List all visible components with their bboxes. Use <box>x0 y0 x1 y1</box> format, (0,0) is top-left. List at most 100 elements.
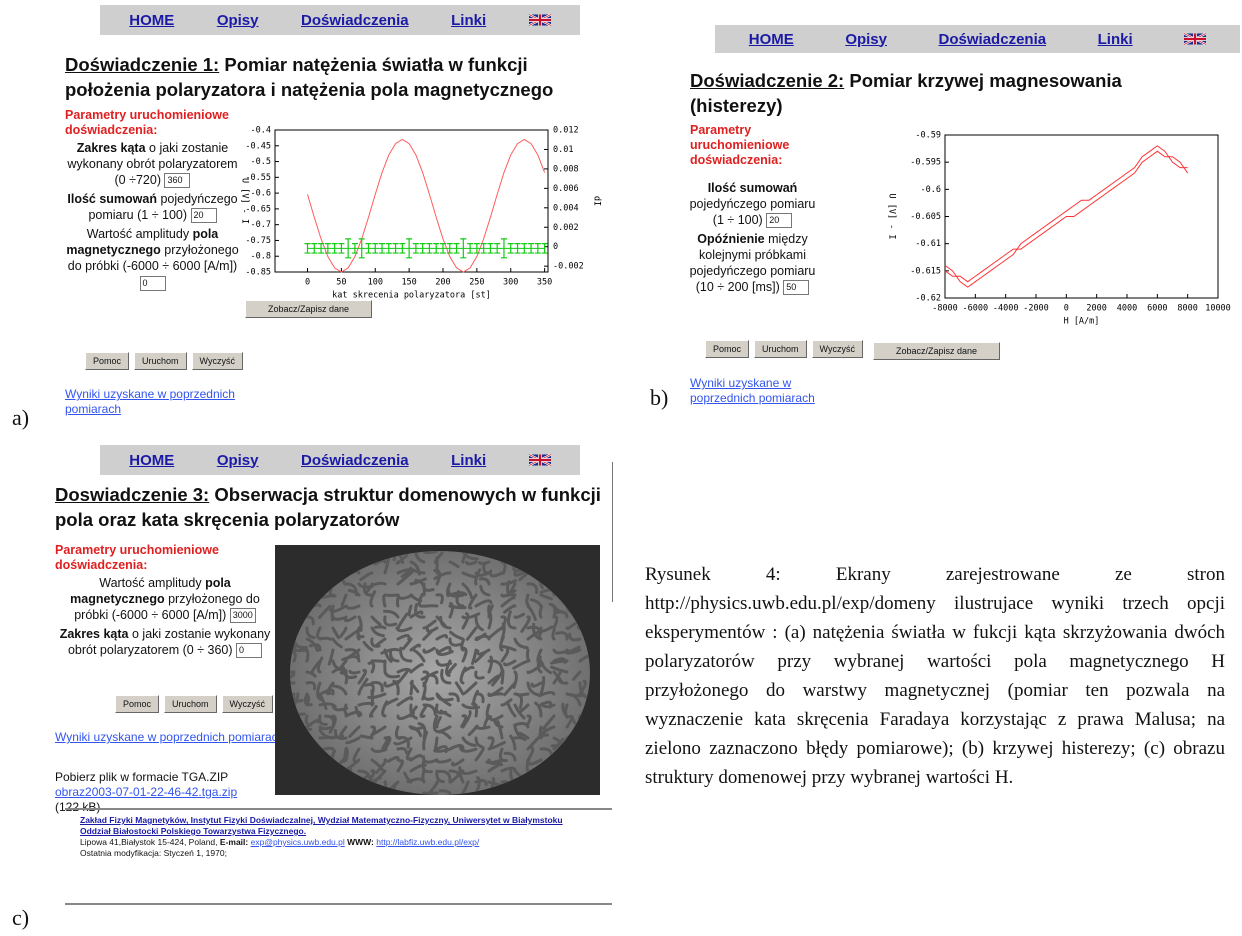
domain-stripe <box>527 760 529 771</box>
results-link[interactable]: Wyniki uzyskane w poprzednich pomiarach <box>55 730 285 745</box>
button[interactable]: Uruchom <box>754 340 807 358</box>
footer-text: E-mail: <box>220 837 248 847</box>
footer-line: Oddział Białostocki Polskiego Towarzystw… <box>80 826 612 837</box>
y-tick-label: -0.605 <box>910 212 941 222</box>
nav-link[interactable]: Linki <box>451 452 486 469</box>
title-link[interactable]: Doświadczenie 1: <box>65 54 219 75</box>
title-link[interactable]: Doświadczenie 2: <box>690 70 844 91</box>
nav-bar: HOME Opisy Doświadczenia Linki <box>715 25 1240 53</box>
button[interactable]: Pomoc <box>705 340 749 358</box>
x-tick-label: -6000 <box>963 304 989 314</box>
button[interactable]: Uruchom <box>164 695 217 713</box>
domain-stripe <box>323 748 333 749</box>
nav-link[interactable]: HOME <box>749 31 794 48</box>
text-input[interactable]: 360 <box>164 173 190 188</box>
footer-line: Lipowa 41,Białystok 15-424, Poland, E-ma… <box>80 837 612 848</box>
field-label-bold: Ilość sumowań <box>67 192 157 206</box>
domain-stripe <box>502 671 503 683</box>
y-tick-label: -0.45 <box>245 141 271 151</box>
flag-icon[interactable] <box>529 453 551 467</box>
nav-link[interactable]: HOME <box>129 12 174 29</box>
x-tick-label: 350 <box>537 278 552 288</box>
x-tick-label: 0 <box>305 278 310 288</box>
x-axis-label: H [A/m] <box>1064 317 1100 327</box>
domain-stripe <box>527 595 529 605</box>
domain-stripe <box>320 727 332 729</box>
text-input[interactable]: 0 <box>140 276 166 291</box>
x-tick-label: -2000 <box>1023 304 1049 314</box>
nav-bar: HOME Opisy Doświadczenia Linki <box>100 5 580 35</box>
text-input[interactable]: 3000 <box>230 608 256 623</box>
nav-link[interactable]: Doświadczenia <box>301 12 409 29</box>
figure-caption: Rysunek 4: Ekrany zarejestrowane ze stro… <box>645 560 1225 792</box>
screenshot-panel: HOME Opisy Doświadczenia Linki Doświadczenie… <box>685 20 1242 420</box>
button[interactable]: Uruchom <box>134 352 187 370</box>
nav-link[interactable]: Opisy <box>217 452 259 469</box>
domain-stripe <box>372 691 373 705</box>
domain-stripe <box>467 562 476 564</box>
x-tick-label: 6000 <box>1147 304 1167 314</box>
domain-stripe <box>425 606 438 607</box>
text-input[interactable]: 20 <box>191 208 217 223</box>
domain-stripe <box>346 748 347 760</box>
footer-text: Ostatnia modyfikacja: Styczeń 1, 1970; <box>80 848 227 858</box>
page-title: Doświadczenie 1: Pomiar natężenia światł… <box>65 52 610 102</box>
flag-icon[interactable] <box>1184 32 1206 46</box>
flag-icon[interactable] <box>529 13 551 27</box>
domain-stripe <box>409 606 411 615</box>
nav-link[interactable]: HOME <box>129 452 174 469</box>
y-axis-label: U [V] - I <box>887 193 897 239</box>
nav-link[interactable]: Opisy <box>217 12 259 29</box>
nav-link[interactable]: Doświadczenia <box>301 452 409 469</box>
text-input[interactable]: 0 <box>236 643 262 658</box>
text-input[interactable]: 50 <box>783 280 809 295</box>
footer-line: Ostatnia modyfikacja: Styczeń 1, 1970; <box>80 848 612 859</box>
y-tick-label: -0.75 <box>245 236 271 246</box>
domain-stripe <box>489 612 491 628</box>
nav-link[interactable]: Linki <box>1098 31 1133 48</box>
results-link[interactable]: Wyniki uzyskane w poprzednich pomiarach <box>690 376 840 406</box>
y-tick-label: -0.59 <box>915 131 941 141</box>
download-text: Pobierz plik w formacie TGA.ZIP <box>55 770 275 785</box>
button[interactable]: Pomoc <box>115 695 159 713</box>
y-tick-label: -0.6 <box>251 189 271 199</box>
button[interactable]: Wyczyść <box>222 695 273 713</box>
nav-bar: HOME Opisy Doświadczenia Linki <box>100 445 580 475</box>
x-tick-label: 10000 <box>1205 304 1231 314</box>
nav-link[interactable]: Doświadczenia <box>939 31 1047 48</box>
button[interactable]: Wyczyść <box>812 340 863 358</box>
results-link[interactable]: Wyniki uzyskane w poprzednich pomiarach <box>65 387 245 417</box>
button[interactable]: Zobacz/Zapisz dane <box>873 342 1000 360</box>
y-axis-label: U [V] - I <box>240 178 250 224</box>
domain-stripe <box>320 638 331 639</box>
email-link[interactable]: exp@physics.uwb.edu.pl <box>251 837 345 847</box>
params-heading: Parametry uruchomieniowe doświadczenia: <box>690 123 810 168</box>
field-label-bold: Ilość sumowań <box>708 181 798 195</box>
y-tick-label: -0.595 <box>910 158 941 168</box>
x-tick-label: 0 <box>1064 304 1069 314</box>
footer-text[interactable]: Zakład Fizyki Magnetyków, Instytut Fizyk… <box>80 815 563 825</box>
screenshot-panel: HOME Opisy Doświadczenia Linki Doświadczenie… <box>60 0 620 430</box>
domain-stripe <box>411 681 412 694</box>
title-link[interactable]: Doswiadczenie 3: <box>55 484 209 505</box>
y-tick-label: -0.8 <box>251 252 271 262</box>
button[interactable]: Pomoc <box>85 352 129 370</box>
domain-stripe <box>540 606 542 617</box>
field-label-bold: Zakres kąta <box>77 141 146 155</box>
field-label: Wartość amplitudy <box>99 576 201 590</box>
www-link[interactable]: http://labfiz.uwb.edu.pl/exp/ <box>376 837 479 847</box>
y2-tick-label: 0 <box>553 242 558 252</box>
nav-link[interactable]: Linki <box>451 12 486 29</box>
nav-link[interactable]: Opisy <box>845 31 887 48</box>
domain-stripe <box>350 671 359 673</box>
y2-tick-label: 0.01 <box>553 145 573 155</box>
button[interactable]: Wyczyść <box>192 352 243 370</box>
panel-label: a) <box>12 405 29 431</box>
frame-border <box>612 462 613 602</box>
footer: Zakład Fizyki Magnetyków, Instytut Fizyk… <box>65 808 612 905</box>
text-input[interactable]: 20 <box>766 213 792 228</box>
x-tick-label: -4000 <box>993 304 1019 314</box>
footer-text[interactable]: Oddział Białostocki Polskiego Towarzystw… <box>80 826 306 836</box>
sample-area <box>290 551 590 795</box>
download-link[interactable]: obraz2003-07-01-22-46-42.tga.zip <box>55 785 237 799</box>
